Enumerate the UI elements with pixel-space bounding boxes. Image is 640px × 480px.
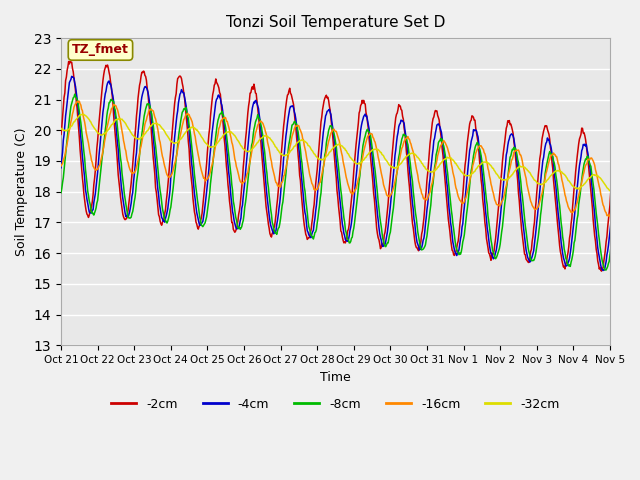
Title: Tonzi Soil Temperature Set D: Tonzi Soil Temperature Set D <box>226 15 445 30</box>
Text: TZ_fmet: TZ_fmet <box>72 44 129 57</box>
Legend: -2cm, -4cm, -8cm, -16cm, -32cm: -2cm, -4cm, -8cm, -16cm, -32cm <box>106 393 564 416</box>
X-axis label: Time: Time <box>320 371 351 384</box>
Y-axis label: Soil Temperature (C): Soil Temperature (C) <box>15 127 28 256</box>
